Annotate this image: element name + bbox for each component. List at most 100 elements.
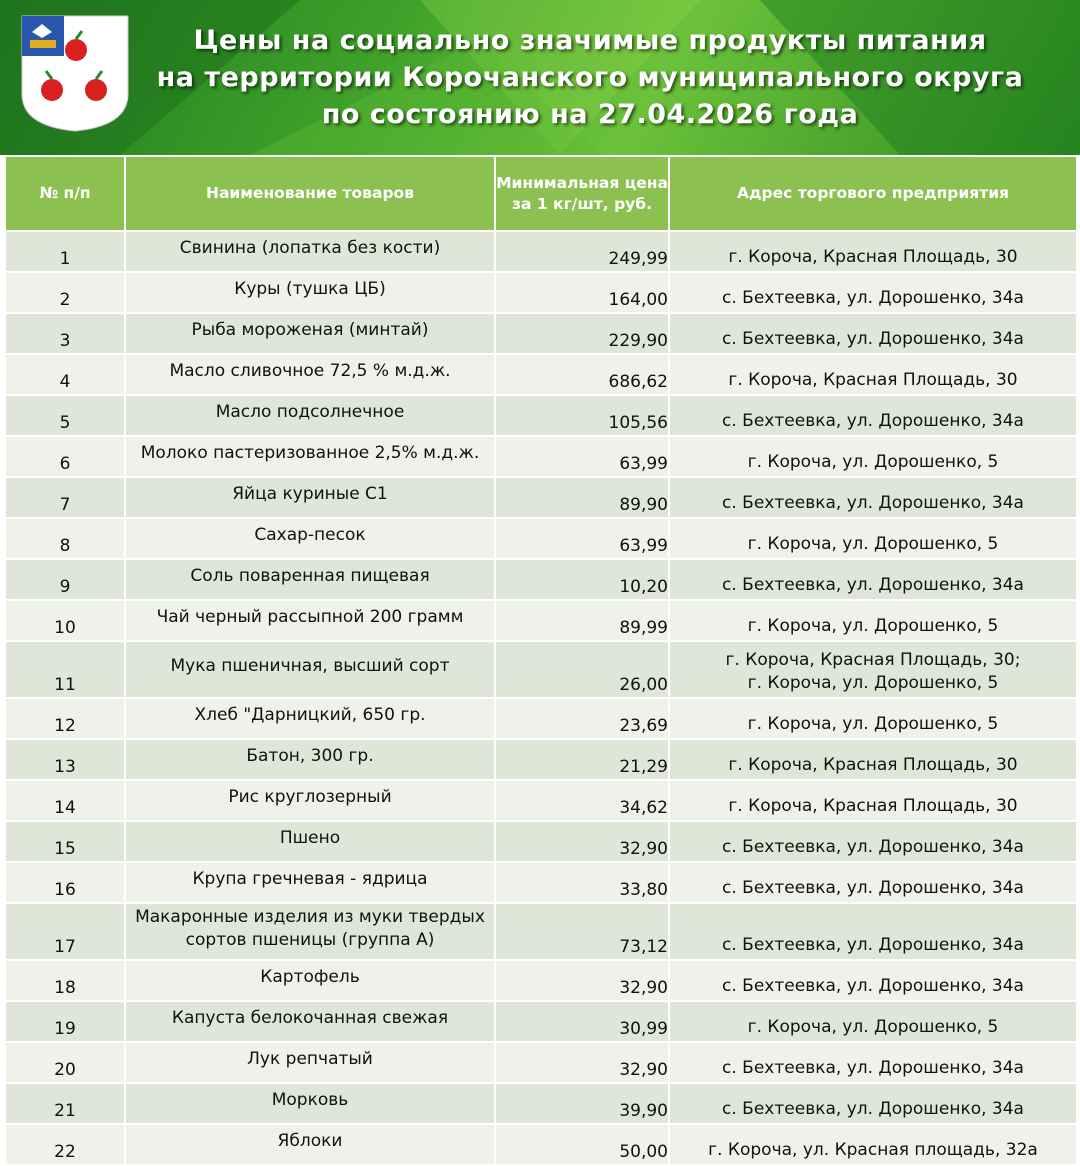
price: 21,29 <box>494 738 670 781</box>
store-address: с. Бехтеевка, ул. Дорошенко, 34а <box>722 288 1024 308</box>
table-row: 7 Яйца куриные С1 89,90 с. Бехтеевка, ул. Д… <box>4 476 1078 519</box>
store-address: с. Бехтеевка, ул. Дорошенко, 34а <box>722 935 1024 955</box>
table-row: 5 Масло подсолнечное 105,56 с. Бехтеевка, у… <box>4 394 1078 437</box>
store-address: г. Короча, Красная Площадь, 30 <box>728 796 1018 816</box>
price: 229,90 <box>494 312 670 355</box>
product-name: Сахар-песок <box>254 525 366 545</box>
store-address: с. Бехтеевка, ул. Дорошенко, 34а <box>722 329 1024 349</box>
price: 32,90 <box>494 959 670 1002</box>
title-line: на территории Корочанского муниципальног… <box>156 62 1024 93</box>
product-name-cell: Пшено <box>124 820 496 863</box>
table-row: 17 Макаронные изделия из муки твердых сорт… <box>4 902 1078 961</box>
row-number: 9 <box>4 558 126 601</box>
product-name-cell: Батон, 300 гр. <box>124 738 496 781</box>
table-row: 2 Куры (тушка ЦБ) 164,00 с. Бехтеевка, ул. … <box>4 271 1078 314</box>
row-number: 20 <box>4 1041 126 1084</box>
store-address: с. Бехтеевка, ул. Дорошенко, 34а <box>722 1058 1024 1078</box>
product-name: Яблоки <box>277 1131 343 1151</box>
store-address-cell: с. Бехтеевка, ул. Дорошенко, 34а <box>668 394 1078 437</box>
store-address-cell: с. Бехтеевка, ул. Дорошенко, 34а <box>668 476 1078 519</box>
row-number: 11 <box>4 640 126 699</box>
product-name: Рис круглозерный <box>228 787 392 807</box>
product-name-cell: Сахар-песок <box>124 517 496 560</box>
product-name-cell: Рис круглозерный <box>124 779 496 822</box>
store-address-cell: г. Короча, ул. Дорошенко, 5 <box>668 599 1078 642</box>
store-address-cell: с. Бехтеевка, ул. Дорошенко, 34а <box>668 902 1078 961</box>
store-address-cell: г. Короча, Красная Площадь, 30 <box>668 230 1078 273</box>
price: 30,99 <box>494 1000 670 1043</box>
price: 89,99 <box>494 599 670 642</box>
store-address-cell: с. Бехтеевка, ул. Дорошенко, 34а <box>668 820 1078 863</box>
store-address-cell: с. Бехтеевка, ул. Дорошенко, 34а <box>668 558 1078 601</box>
row-number: 18 <box>4 959 126 1002</box>
row-number: 22 <box>4 1123 126 1166</box>
product-name-cell: Макаронные изделия из муки твердых сортов… <box>124 902 496 961</box>
table-row: 6 Молоко пастеризованное 2,5% м.д.ж. 63,99… <box>4 435 1078 478</box>
store-address-cell: г. Короча, ул. Красная площадь, 32а <box>668 1123 1078 1166</box>
store-address: г. Короча, Красная Площадь, 30 <box>728 370 1018 390</box>
row-number: 17 <box>4 902 126 961</box>
product-name: Капуста белокочанная свежая <box>171 1008 449 1028</box>
store-address: с. Бехтеевка, ул. Дорошенко, 34а <box>722 575 1024 595</box>
price: 34,62 <box>494 779 670 822</box>
store-address-cell: г. Короча, ул. Дорошенко, 5 <box>668 697 1078 740</box>
product-name: Хлеб "Дарницкий, 650 гр. <box>194 705 426 725</box>
title: Цены на социально значимые продукты пита… <box>150 22 1030 133</box>
column-header: Адрес торгового предприятия <box>668 155 1078 232</box>
price: 105,56 <box>494 394 670 437</box>
row-number: 8 <box>4 517 126 560</box>
store-address-cell: с. Бехтеевка, ул. Дорошенко, 34а <box>668 1082 1078 1125</box>
price: 10,20 <box>494 558 670 601</box>
product-name: Мука пшеничная, высший сорт <box>170 656 450 676</box>
table-row: 15 Пшено 32,90 с. Бехтеевка, ул. Дорошенко,… <box>4 820 1078 863</box>
product-name: Соль поваренная пищевая <box>190 566 430 586</box>
product-name-cell: Чай черный рассыпной 200 грамм <box>124 599 496 642</box>
table-row: 14 Рис круглозерный 34,62 г. Короча, Красна… <box>4 779 1078 822</box>
product-name: Лук репчатый <box>247 1049 373 1069</box>
table-row: 12 Хлеб "Дарницкий, 650 гр. 23,69 г. Короча… <box>4 697 1078 740</box>
store-address-cell: с. Бехтеевка, ул. Дорошенко, 34а <box>668 271 1078 314</box>
row-number: 5 <box>4 394 126 437</box>
table-row: 16 Крупа гречневая - ядрица 33,80 с. Бехтее… <box>4 861 1078 904</box>
store-address: г. Короча, Красная Площадь, 30; <box>725 650 1021 670</box>
row-number: 15 <box>4 820 126 863</box>
product-name: Яйца куриные С1 <box>232 484 388 504</box>
product-name-cell: Яблоки <box>124 1123 496 1166</box>
product-name: Куры (тушка ЦБ) <box>234 279 386 299</box>
store-address-cell: г. Короча, Красная Площадь, 30; г. Короча… <box>668 640 1078 699</box>
row-number: 12 <box>4 697 126 740</box>
table-row: 4 Масло сливочное 72,5 % м.д.ж. 686,62 г. К… <box>4 353 1078 396</box>
row-number: 10 <box>4 599 126 642</box>
product-name-cell: Куры (тушка ЦБ) <box>124 271 496 314</box>
title-line: Цены на социально значимые продукты пита… <box>193 25 987 56</box>
column-header: Наименование товаров <box>124 155 496 232</box>
product-name-cell: Масло подсолнечное <box>124 394 496 437</box>
store-address: г. Короча, Красная Площадь, 30 <box>728 755 1018 775</box>
store-address: г. Короча, ул. Дорошенко, 5 <box>747 616 999 636</box>
price: 686,62 <box>494 353 670 396</box>
product-name-cell: Картофель <box>124 959 496 1002</box>
table-row: 22 Яблоки 50,00 г. Короча, ул. Красная площ… <box>4 1123 1078 1166</box>
store-address: г. Короча, ул. Дорошенко, 5 <box>747 673 999 693</box>
price: 63,99 <box>494 435 670 478</box>
store-address-cell: с. Бехтеевка, ул. Дорошенко, 34а <box>668 861 1078 904</box>
product-name-cell: Крупа гречневая - ядрица <box>124 861 496 904</box>
title-line: по состоянию на 27.04.2026 года <box>321 99 859 130</box>
product-name-cell: Свинина (лопатка без кости) <box>124 230 496 273</box>
store-address: г. Короча, ул. Дорошенко, 5 <box>747 452 999 472</box>
product-name-cell: Рыба мороженая (минтай) <box>124 312 496 355</box>
price: 73,12 <box>494 902 670 961</box>
header-row: № п/п Наименование товаров Минимальная цен… <box>4 155 1078 232</box>
price: 32,90 <box>494 820 670 863</box>
product-name-cell: Яйца куриные С1 <box>124 476 496 519</box>
row-number: 4 <box>4 353 126 396</box>
store-address: г. Короча, ул. Дорошенко, 5 <box>747 1017 999 1037</box>
product-name-cell: Масло сливочное 72,5 % м.д.ж. <box>124 353 496 396</box>
table-row: 1 Свинина (лопатка без кости) 249,99 г. Кор… <box>4 230 1078 273</box>
product-name-cell: Молоко пастеризованное 2,5% м.д.ж. <box>124 435 496 478</box>
row-number: 6 <box>4 435 126 478</box>
store-address: с. Бехтеевка, ул. Дорошенко, 34а <box>722 493 1024 513</box>
product-name: Чай черный рассыпной 200 грамм <box>156 607 464 627</box>
product-name: Батон, 300 гр. <box>246 746 374 766</box>
